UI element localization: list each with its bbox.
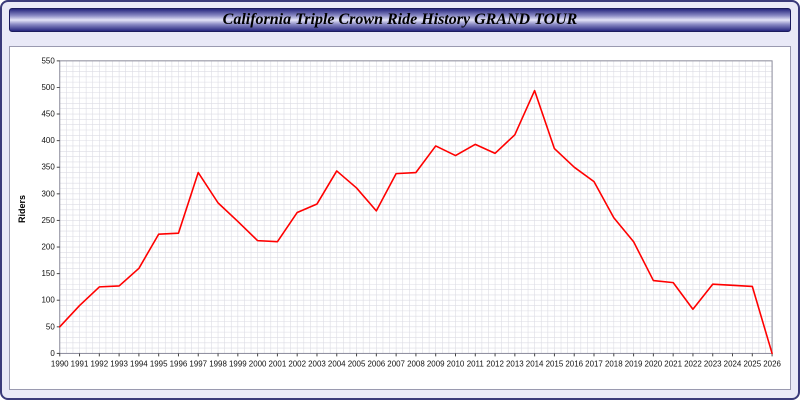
x-tick-label: 1996 [170, 359, 188, 368]
x-tick-label: 2000 [249, 359, 267, 368]
x-tick-label: 1999 [229, 359, 247, 368]
x-tick-label: 2007 [387, 359, 405, 368]
y-tick-label: 250 [42, 216, 56, 225]
x-tick-label: 2003 [308, 359, 326, 368]
x-tick-label: 2015 [546, 359, 564, 368]
riders-series-line [58, 89, 773, 355]
y-tick-label: 200 [42, 243, 56, 252]
x-tick-label: 1992 [90, 359, 108, 368]
x-tick-label: 2024 [724, 359, 742, 368]
x-tick-label: 2008 [407, 359, 425, 368]
chart-title: California Triple Crown Ride History GRA… [222, 11, 578, 28]
title-bar: California Triple Crown Ride History GRA… [9, 8, 791, 32]
x-tick-label: 2025 [743, 359, 761, 368]
x-tick-label: 2004 [328, 359, 346, 368]
x-tick-label: 2012 [486, 359, 504, 368]
chart-panel: 0 50 100 150 200 250 300 350 400 450 500 550 1990 199… [9, 46, 791, 390]
y-tick-label: 500 [42, 83, 56, 92]
x-tick-label: 2014 [526, 359, 544, 368]
x-tick-label: 2016 [565, 359, 583, 368]
x-tick-label: 2011 [467, 359, 485, 368]
x-tick-label: 2009 [427, 359, 445, 368]
x-tick-label: 2013 [506, 359, 524, 368]
x-tick-label: 2005 [348, 359, 366, 368]
x-tick-label: 2021 [664, 359, 682, 368]
x-tick-label: 2017 [585, 359, 603, 368]
y-tick-label: 150 [42, 269, 56, 278]
x-tick-label: 1998 [209, 359, 227, 368]
y-tick-label: 450 [42, 110, 56, 119]
x-tick-label: 2002 [288, 359, 306, 368]
x-tick-label: 1997 [189, 359, 207, 368]
x-tick-label: 2006 [368, 359, 386, 368]
x-tick-label: 1994 [130, 359, 148, 368]
x-tick-label: 1995 [150, 359, 168, 368]
x-tick-label: 2020 [645, 359, 663, 368]
x-tick-label: 2010 [447, 359, 465, 368]
y-tick-label: 400 [42, 136, 56, 145]
y-axis-title: Riders [17, 194, 27, 224]
y-tick-label: 100 [42, 296, 56, 305]
x-tick-label: 2018 [605, 359, 623, 368]
y-tick-label: 350 [42, 163, 56, 172]
x-tick-label: 2023 [704, 359, 722, 368]
y-tick-label: 300 [42, 189, 56, 198]
x-tick-label: 1991 [71, 359, 89, 368]
x-tick-label: 2019 [625, 359, 643, 368]
x-tick-label: 2026 [763, 359, 781, 368]
x-tick-label: 1990 [51, 359, 69, 368]
x-tick-label: 2001 [269, 359, 287, 368]
x-tick-label: 1993 [110, 359, 128, 368]
y-tick-label: 550 [42, 56, 56, 65]
y-tick-label: 0 [50, 349, 55, 358]
y-tick-label: 50 [46, 322, 55, 331]
x-tick-label: 2022 [684, 359, 702, 368]
